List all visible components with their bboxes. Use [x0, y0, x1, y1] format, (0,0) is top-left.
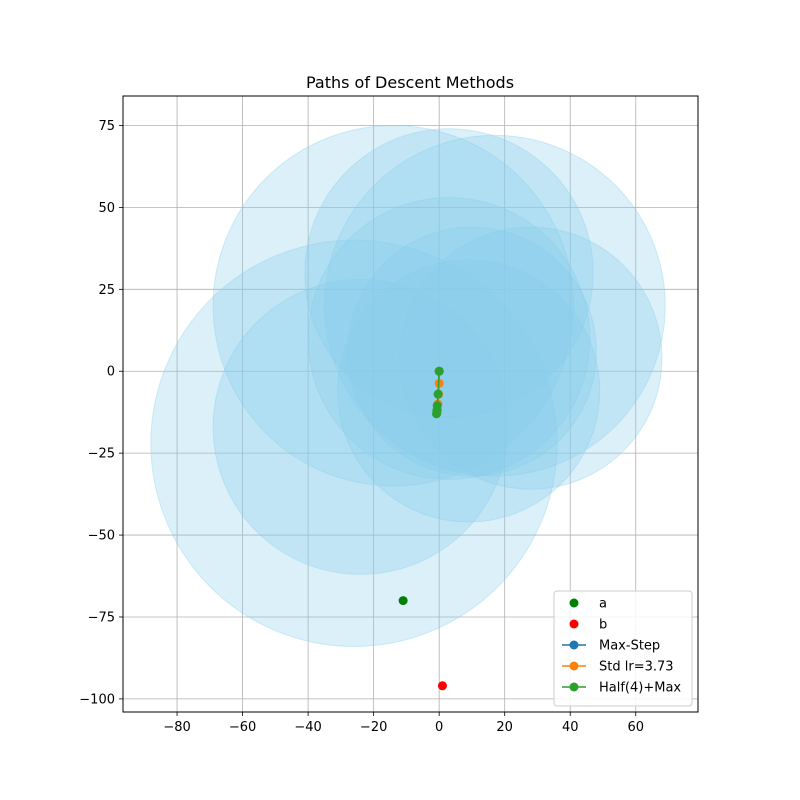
- legend-marker: [569, 619, 579, 629]
- circle-region: [337, 259, 601, 523]
- legend-label: b: [599, 618, 607, 633]
- legend-label: a: [599, 597, 607, 612]
- x-tick-label: −20: [360, 720, 387, 735]
- legend-marker: [569, 640, 579, 650]
- y-tick-label: 25: [98, 283, 115, 298]
- x-tick-label: −80: [163, 720, 190, 735]
- circle-region: [212, 124, 574, 487]
- y-tick-label: 0: [107, 365, 115, 380]
- x-tick-label: −40: [294, 720, 321, 735]
- circle-region: [346, 226, 597, 477]
- legend: ab Max-Step Std lr=3.73 Half(4)+Max: [553, 590, 693, 707]
- data-point: [433, 389, 443, 399]
- legend-label: Max-Step: [599, 639, 660, 654]
- circle-region: [304, 128, 594, 418]
- data-point: [432, 409, 442, 419]
- x-tick-label: 60: [627, 720, 644, 735]
- circles-layer: [150, 124, 666, 647]
- x-tick-label: 20: [496, 720, 513, 735]
- legend-marker: [569, 661, 579, 671]
- data-point: [437, 681, 447, 691]
- legend-box: [553, 590, 693, 707]
- y-tick-label: 50: [98, 201, 115, 216]
- circle-region: [212, 278, 509, 575]
- series-layer: [398, 366, 447, 691]
- circle-region: [399, 226, 663, 490]
- y-tick-label: −50: [88, 529, 115, 544]
- legend-label: Std lr=3.73: [599, 660, 674, 675]
- circle-region: [323, 134, 666, 477]
- y-tick-label: −25: [88, 447, 115, 462]
- y-tick-label: −100: [79, 692, 115, 707]
- legend-label: Half(4)+Max: [599, 681, 681, 696]
- plot-frame: [122, 95, 699, 713]
- data-point: [398, 596, 408, 606]
- y-tick-label: 75: [98, 119, 115, 134]
- circle-region: [307, 197, 591, 480]
- circle-region: [150, 239, 558, 647]
- data-point: [434, 366, 444, 376]
- legend-marker: [569, 682, 579, 692]
- y-tick-label: −75: [88, 610, 115, 625]
- x-tick-label: 40: [562, 720, 579, 735]
- x-tick-label: 0: [435, 720, 443, 735]
- x-tick-label: −60: [229, 720, 256, 735]
- legend-marker: [569, 598, 579, 608]
- axis-ticks: −80 −60 −40 −20 0 20 40 60 −100 −75 −50 −25 0 25 50 75: [79, 119, 644, 735]
- chart-title: Paths of Descent Methods: [306, 73, 514, 92]
